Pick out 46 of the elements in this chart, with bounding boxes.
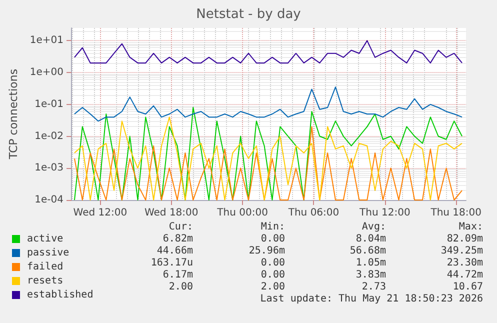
x-tick-label: Thu 00:00	[216, 208, 268, 218]
x-tick-label: Thu 12:00	[358, 208, 410, 218]
text: 0.00	[260, 270, 285, 280]
line-series	[74, 40, 463, 64]
text: Avg:	[362, 222, 386, 232]
text: Last update: Thu May 21 18:50:23 2026	[260, 294, 483, 304]
text: 56.68m	[350, 246, 386, 256]
text: 8.04m	[356, 234, 386, 244]
legend-label: active	[27, 234, 64, 244]
text: 3.83m	[356, 270, 386, 280]
y-tick-label: 1e-02	[34, 130, 64, 142]
chart-title: Netstat - by day	[196, 7, 302, 22]
text: 6.82m	[162, 234, 193, 244]
x-tick-label: Thu 18:00	[430, 208, 482, 218]
text: 82.09m	[446, 234, 483, 244]
text: 0.00	[260, 258, 285, 268]
y-tick-label: 1e-03	[34, 162, 64, 174]
y-axis-title: TCP connections	[7, 68, 20, 160]
text: Min:	[260, 222, 285, 232]
text: 10.67	[452, 282, 483, 292]
text: Max:	[458, 222, 483, 232]
legend-label: failed	[27, 262, 64, 272]
text: 0.00	[260, 234, 285, 244]
legend-label: established	[27, 290, 94, 300]
legend-label: passive	[27, 248, 70, 258]
text: 349.25m	[440, 246, 483, 256]
legend-label: resets	[27, 276, 64, 286]
x-tick-label: Wed 18:00	[144, 208, 198, 218]
text: 44.72m	[446, 270, 483, 280]
y-tick-label: 1e+01	[30, 35, 64, 46]
text: 23.30m	[446, 258, 483, 268]
text: 2.00	[168, 282, 193, 292]
text: 2.00	[260, 282, 285, 292]
x-tick-label: Wed 12:00	[73, 208, 128, 218]
x-tick-label: Thu 06:00	[287, 208, 340, 218]
text: 1.05m	[356, 258, 386, 268]
y-tick-label: 1e+00	[30, 67, 64, 78]
text: 25.96m	[248, 246, 285, 256]
y-tick-label: 1e-01	[34, 98, 64, 110]
y-tick-label: 1e-04	[34, 194, 64, 206]
text: Cur:	[168, 222, 193, 232]
text: 6.17m	[162, 270, 193, 280]
text: 44.66m	[156, 246, 193, 256]
text: 163.17u	[150, 258, 193, 268]
line-series	[74, 86, 463, 122]
text: 2.73	[362, 282, 386, 292]
